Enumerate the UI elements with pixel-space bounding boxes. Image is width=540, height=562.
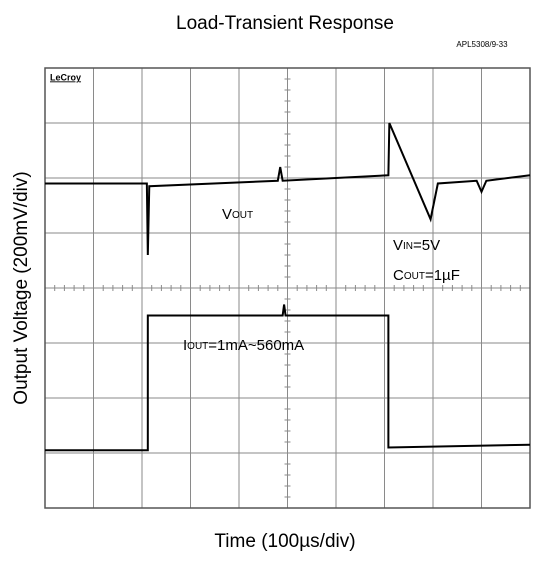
annotation: VIN=5V: [393, 237, 440, 254]
trace: [45, 304, 531, 452]
annotation-part: OUT: [187, 341, 208, 352]
brand-label: LeCroy: [50, 72, 81, 82]
x-axis-label: Time (100µs/div): [214, 531, 355, 552]
annotation: IOUT=1mA~560mA: [183, 337, 304, 354]
annotation-part: =1mA~560mA: [208, 337, 304, 354]
annotation: VOUT: [222, 206, 253, 223]
annotation-part: C: [393, 267, 404, 284]
plot-border: [44, 67, 531, 509]
annotation-part: =5V: [413, 237, 440, 254]
annotation-part: IN: [403, 241, 413, 252]
chart-subtitle: APL5308/9-33: [456, 40, 508, 49]
trace: [45, 122, 531, 256]
annotation-part: V: [393, 237, 403, 254]
annotation-part: I: [183, 337, 187, 354]
y-axis-label: Output Voltage (200mV/div): [11, 171, 32, 404]
annotation-part: OUT: [404, 271, 425, 282]
annotation-part: OUT: [232, 210, 253, 221]
annotation: COUT=1µF: [393, 267, 460, 284]
annotation-part: V: [222, 206, 232, 223]
annotation-part: =1µF: [425, 267, 460, 284]
chart-title: Load-Transient Response: [176, 13, 394, 34]
